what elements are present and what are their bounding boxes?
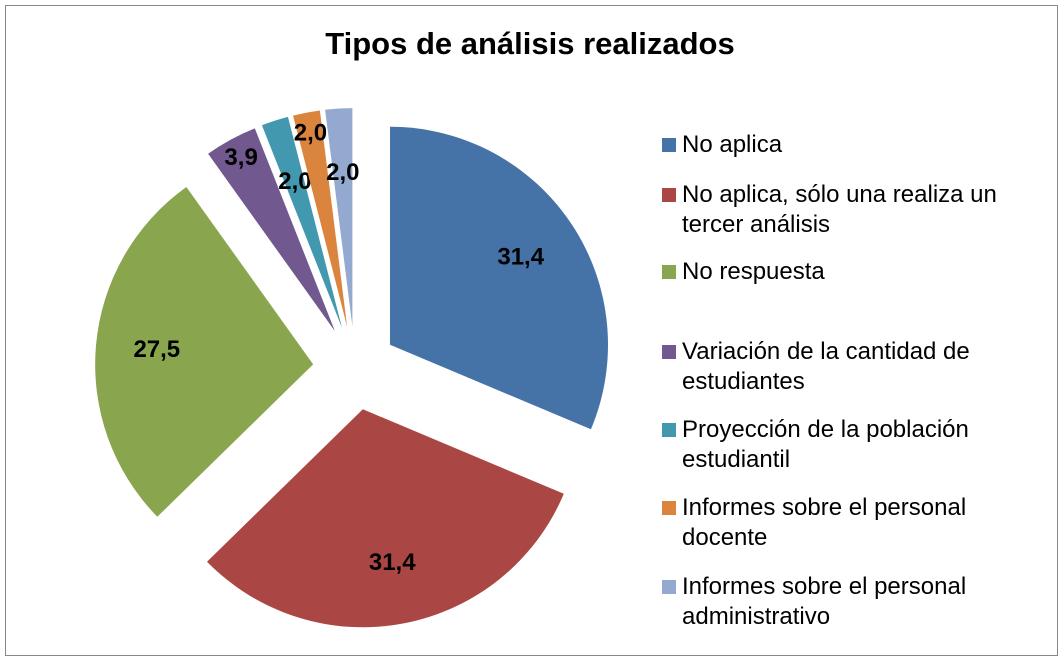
legend-label: Informes sobre el personal administrativ… (682, 573, 967, 630)
pie-slice (261, 116, 343, 329)
pie-slice (325, 108, 353, 327)
legend-item: Variación de la cantidad de estudiantes (662, 337, 1032, 397)
legend-item: Proyección de la población estudiantil (662, 415, 1032, 475)
legend-swatch (662, 138, 676, 152)
legend-label: Proyección de la población estudiantil (682, 416, 969, 473)
legend-swatch (662, 423, 676, 437)
pie-slice (293, 110, 348, 327)
data-label: 2,0 (294, 119, 327, 146)
legend-label: Variación de la cantidad de estudiantes (682, 338, 970, 395)
data-label: 31,4 (369, 549, 416, 576)
pie-slice (95, 186, 314, 517)
legend-label: Informes sobre el personal docente (682, 494, 967, 551)
data-label: 2,0 (278, 168, 311, 195)
pie-slice (207, 409, 564, 628)
legend-item: No respuesta (662, 257, 1032, 287)
data-label: 27,5 (133, 336, 180, 363)
legend-swatch (662, 501, 676, 515)
legend-item: Informes sobre el personal docente (662, 493, 1032, 553)
data-label: 31,4 (497, 243, 544, 270)
legend-swatch (662, 580, 676, 594)
legend-swatch (662, 345, 676, 359)
legend-item: No aplica, sólo una realiza un tercer an… (662, 180, 1032, 240)
chart-title: Tipos de análisis realizados (325, 26, 734, 61)
data-label: 3,9 (224, 144, 257, 171)
legend-item: No aplica (662, 130, 1032, 160)
legend-label: No aplica (682, 131, 783, 158)
pie-slice (208, 128, 335, 332)
legend-swatch (662, 265, 676, 279)
legend-swatch (662, 188, 676, 202)
legend-item: Informes sobre el personal administrativ… (662, 572, 1032, 632)
legend-label: No aplica, sólo una realiza un tercer an… (682, 181, 997, 238)
legend-label: No respuesta (682, 258, 825, 285)
pie-slice (389, 126, 608, 430)
data-label: 2,0 (326, 159, 359, 186)
